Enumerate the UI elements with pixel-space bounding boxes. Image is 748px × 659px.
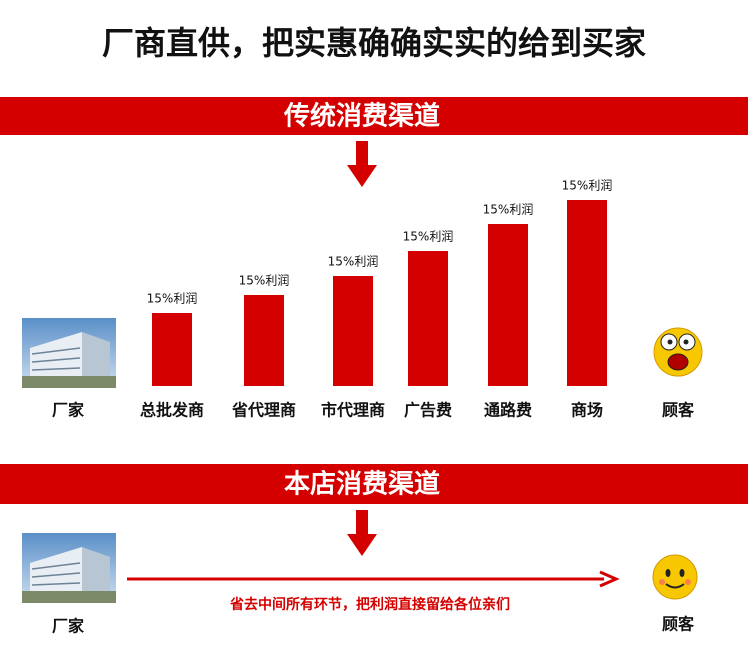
category-label: 市代理商 [321,401,385,420]
bar [333,276,373,386]
bar [488,224,528,386]
bar-annotation: 15%利润 [483,203,534,217]
category-label: 省代理商 [231,401,296,420]
bar-annotation: 15%利润 [403,230,454,244]
arrow-head [599,570,620,588]
heading-band [0,97,748,135]
customer-label: 顾客 [662,615,695,634]
category-label: 总批发商 [140,401,204,420]
customer-icon [653,327,703,377]
customer-icon [652,554,698,600]
bar [152,313,192,386]
factory-label: 厂家 [52,401,85,420]
factory-image [21,317,117,389]
title: 厂商直供，把实惠确确实实的给到买家 [102,24,646,62]
category-label: 广告费 [404,401,452,420]
category-label: 通路费 [484,401,532,420]
heading-band [0,464,748,504]
heading: 传统消费渠道 [283,101,440,132]
bar-annotation: 15%利润 [562,179,613,193]
factory-image [21,532,117,604]
customer-label: 顾客 [662,401,695,420]
heading: 本店消费渠道 [284,469,440,500]
down-arrow [347,141,377,187]
bar [567,200,607,386]
bar-annotation: 15%利润 [328,255,379,269]
bar [244,295,284,386]
note: 省去中间所有环节，把利润直接留给各位亲们 [229,596,510,613]
bar-annotation: 15%利润 [147,292,198,306]
category-label: 商场 [571,401,603,420]
down-arrow [347,510,377,556]
factory-label: 厂家 [52,617,85,636]
bar [408,251,448,386]
bar-annotation: 15%利润 [239,274,290,288]
